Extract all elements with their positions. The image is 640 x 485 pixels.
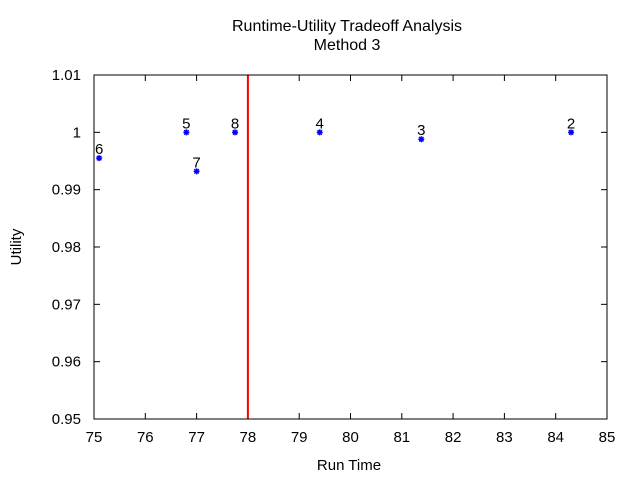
x-tick-label: 81 [393,429,410,446]
x-tick-label: 84 [547,429,564,446]
y-tick-label: 0.99 [52,182,81,199]
point-label: 6 [95,141,103,158]
data-point: 7 [192,154,201,175]
data-point: 6 [95,141,103,162]
point-label: 4 [316,115,324,132]
x-axis-label: Run Time [317,457,381,474]
y-tick-label: 1 [73,124,81,141]
x-tick-label: 76 [137,429,154,446]
plot-frame [93,74,608,420]
data-point: 3 [417,122,425,143]
point-marker [568,129,574,136]
point-marker [193,168,200,175]
y-axis-label: Utility [8,228,25,265]
x-tick-label: 85 [599,429,616,446]
point-marker [418,136,425,142]
x-tick-label: 80 [342,429,359,446]
data-point: 4 [316,115,324,136]
x-tick-label: 77 [188,429,205,446]
ticks-layer: 75 76 77 78 79 80 81 82 83 84 850.950.960.970.980.… [52,67,616,446]
x-tick-label: 82 [445,429,462,446]
chart-subtitle: Method 3 [313,37,381,54]
marks-layer: 6 5 7 8 4 3 2 [95,75,575,419]
data-point: 2 [567,115,575,136]
point-marker [232,129,238,136]
x-tick-label: 75 [86,429,103,446]
chart-title: Runtime-Utility Tradeoff Analysis [231,18,462,35]
x-tick-label: 79 [291,429,308,446]
point-marker [183,129,190,136]
x-tick-label: 83 [496,429,513,446]
point-marker [316,129,323,136]
y-tick-label: 1.01 [52,67,81,84]
x-tick-label: 78 [240,429,257,446]
y-tick-label: 0.98 [52,239,81,256]
y-tick-label: 0.95 [52,411,81,428]
point-label: 3 [417,122,425,139]
point-marker [96,155,102,161]
data-point: 8 [231,115,239,136]
point-label: 5 [182,115,190,132]
y-tick-label: 0.97 [52,296,81,313]
point-label: 8 [231,115,239,132]
data-point: 5 [182,115,191,136]
point-label: 7 [192,154,200,171]
y-tick-label: 0.96 [52,354,81,371]
point-label: 2 [567,115,575,132]
